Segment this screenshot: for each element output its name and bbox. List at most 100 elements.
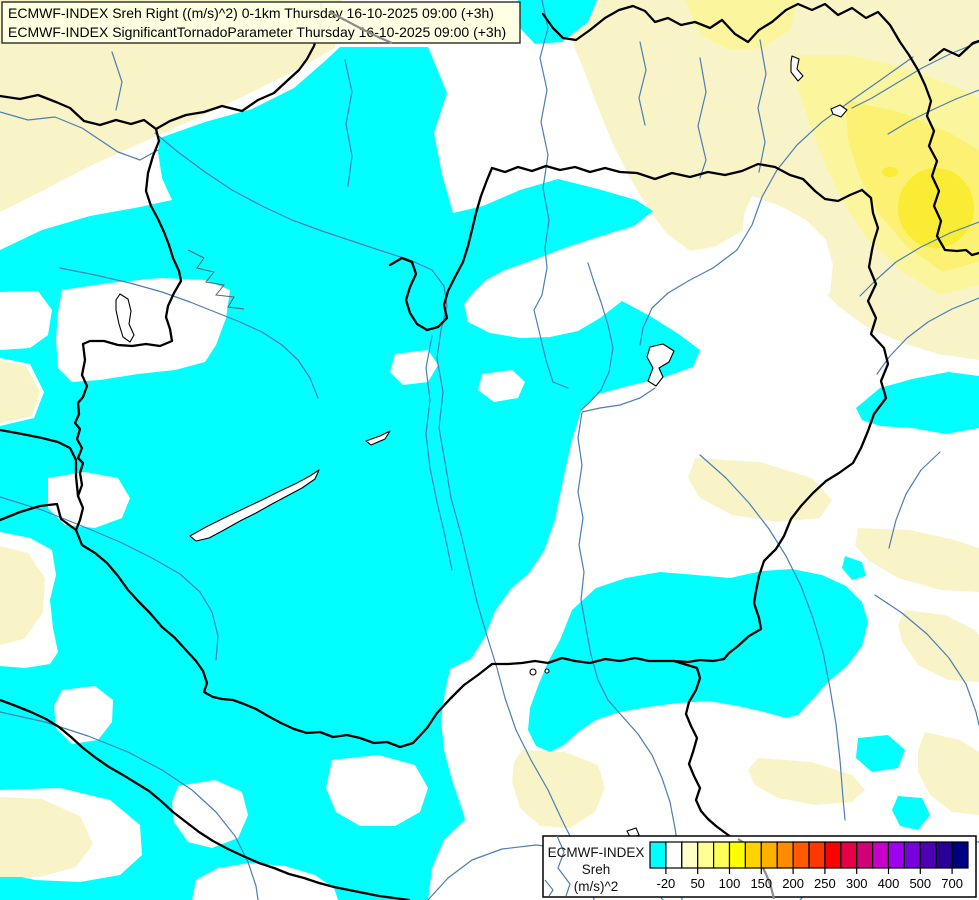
border — [73, 127, 183, 532]
colorbar-cell — [712, 841, 731, 869]
legend-title-line-3: (m/s)^2 — [574, 879, 619, 894]
border — [672, 188, 890, 664]
yellow-patch — [0, 797, 93, 877]
white-hole — [326, 755, 428, 826]
border — [541, 2, 979, 257]
yellow-region-topleft — [0, 0, 342, 212]
river-over-legend — [544, 879, 554, 897]
colorbar-cell — [951, 841, 969, 869]
legend-title-line-2: Sreh — [582, 862, 611, 877]
colorbar-tick-label: 400 — [878, 876, 900, 891]
colorbar-cell — [935, 841, 953, 869]
colorbar-cell — [887, 841, 905, 869]
lake-balaton — [189, 469, 320, 542]
colorbar-tick-label: 500 — [909, 876, 931, 891]
colorbar-cell — [824, 841, 842, 869]
legend: ECMWF-INDEX Sreh (m/s)^2 -20 50 100 150 200 2… — [542, 835, 977, 900]
cyan-spot-1 — [842, 556, 866, 580]
river-over-legend — [556, 835, 571, 897]
colorbar-cell — [744, 841, 762, 869]
white-hole — [0, 291, 52, 350]
river — [859, 221, 979, 297]
colorbar-ticks: -20 50 100 150 200 250 300 400 500 700 — [657, 868, 963, 891]
colorbar — [649, 841, 969, 869]
river — [638, 41, 647, 126]
border — [928, 39, 979, 62]
river — [697, 57, 707, 179]
bright-yellow-dot — [882, 167, 898, 177]
colorbar-cell — [871, 841, 890, 869]
cyan-spot-3 — [892, 796, 930, 830]
pale-yellow-patches — [0, 360, 979, 877]
river — [111, 51, 123, 111]
colorbar-tick-label: 300 — [846, 876, 868, 891]
gray-border-over-title — [328, 11, 393, 45]
medium-yellow-topstrip — [685, 0, 798, 50]
river — [874, 594, 979, 726]
colorbar-tick-label: -20 — [657, 876, 676, 891]
lake-small — [830, 104, 848, 118]
white-hole — [48, 472, 130, 528]
lake-tisza — [646, 343, 675, 387]
cyan-spot-2 — [856, 735, 905, 772]
lake-small — [529, 668, 537, 676]
colorbar-tick-label: 150 — [750, 876, 772, 891]
river — [757, 39, 767, 173]
colorbar-cell — [919, 841, 937, 869]
yellow-patch — [855, 528, 979, 592]
white-hole — [478, 370, 525, 402]
white-hole — [390, 350, 438, 385]
yellow-patch — [0, 360, 40, 423]
colorbar-cell — [808, 841, 826, 869]
colorbar-cell — [728, 841, 746, 869]
colorbar-cell — [776, 841, 794, 869]
border — [0, 428, 80, 498]
border — [672, 659, 740, 841]
border — [0, 698, 411, 900]
river — [580, 262, 614, 411]
white-notch — [742, 196, 833, 312]
colorbar-cell — [903, 841, 921, 869]
river — [59, 267, 319, 399]
river — [887, 89, 979, 135]
colorbar-cell — [697, 841, 715, 869]
colorbar-cell — [665, 841, 683, 869]
legend-title-line-1: ECMWF-INDEX — [548, 845, 645, 860]
colorbar-cell — [649, 841, 667, 869]
river — [699, 454, 846, 821]
border — [0, 93, 158, 131]
lake-neusiedl — [115, 293, 135, 343]
cyan-region-righтedge — [856, 372, 979, 434]
river-zigzag — [187, 249, 245, 310]
colorbar-tick-label: 50 — [690, 876, 704, 891]
white-hole — [56, 278, 230, 382]
yellow-patch — [918, 732, 979, 815]
yellow-patch — [748, 758, 865, 805]
colorbar-cell — [856, 841, 874, 869]
colorbar-tick-label: 200 — [782, 876, 804, 891]
lake-velence — [365, 430, 391, 446]
river-tisza — [577, 387, 683, 900]
colorbar-cell — [792, 841, 810, 869]
title-line-2: ECMWF-INDEX SignificantTornadoParameter … — [8, 24, 506, 40]
yellow-patch — [0, 546, 45, 645]
colorbar-cell — [840, 841, 858, 869]
river — [851, 41, 979, 109]
colorbar-tick-label: 700 — [941, 876, 963, 891]
lake-small — [544, 668, 550, 674]
river — [888, 451, 941, 549]
title-box: ECMWF-INDEX Sreh Right ((m/s)^2) 0-1km T… — [1, 1, 521, 45]
colorbar-cell — [760, 841, 778, 869]
white-hole — [428, 810, 552, 900]
border — [388, 162, 864, 332]
lake-small — [790, 55, 804, 82]
border — [0, 502, 676, 749]
river — [0, 111, 159, 161]
white-hole — [172, 780, 248, 848]
colorbar-tick-label: 250 — [814, 876, 836, 891]
river — [344, 59, 353, 187]
white-hole — [192, 863, 338, 900]
